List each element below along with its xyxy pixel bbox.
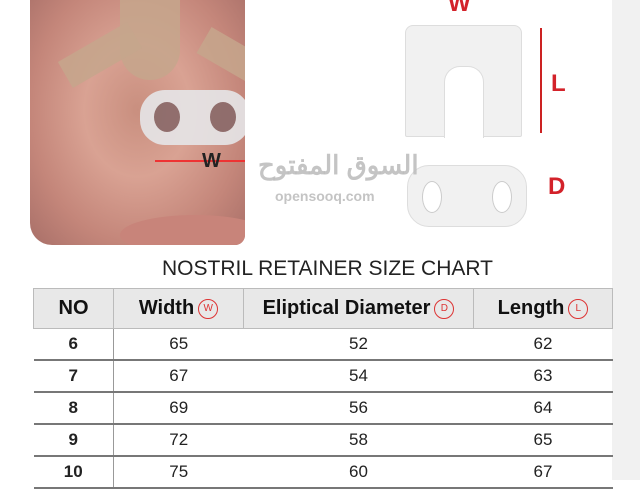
diameter-value: 52	[243, 328, 474, 361]
w-badge-icon: W	[198, 298, 219, 319]
product-photo: W	[30, 0, 245, 245]
length-value: 63	[473, 360, 613, 393]
table-row: 6 65 52 62	[33, 328, 613, 361]
width-value: 75	[113, 456, 244, 489]
retainer-side-diagram	[407, 165, 527, 227]
header-label: Eliptical Diameter	[262, 297, 431, 319]
length-value: 62	[473, 328, 613, 361]
length-line	[540, 28, 542, 133]
nose-tape	[57, 22, 143, 88]
header-width: Width W	[113, 288, 244, 329]
diagram-diameter-label: D	[548, 173, 566, 200]
header-length: Length L	[473, 288, 613, 329]
size-number: 8	[33, 392, 114, 425]
header-no: NO	[33, 288, 114, 329]
size-number: 6	[33, 328, 114, 361]
size-number: 10	[33, 456, 114, 489]
table-row: 7 67 54 63	[33, 360, 613, 393]
size-number: 7	[33, 360, 114, 393]
nose-tape	[196, 27, 245, 83]
width-value: 72	[113, 424, 244, 457]
table-row: 10 75 60 67	[33, 456, 613, 489]
retainer-front-diagram	[405, 25, 522, 138]
header-row: NO Width W Eliptical Diameter D Length L	[33, 288, 613, 329]
diameter-value: 58	[243, 424, 474, 457]
diameter-value: 54	[243, 360, 474, 393]
size-number: 9	[33, 424, 114, 457]
d-badge-icon: D	[434, 298, 455, 319]
nostril-retainer	[140, 90, 245, 145]
width-value: 67	[113, 360, 244, 393]
watermark-latin: opensooq.com	[275, 188, 375, 204]
width-value: 65	[113, 328, 244, 361]
page-background-strip	[612, 0, 640, 480]
header-label: Width	[138, 297, 195, 319]
width-line	[155, 160, 245, 162]
header-label: Length	[497, 297, 565, 319]
diameter-value: 60	[243, 456, 474, 489]
diameter-value: 56	[243, 392, 474, 425]
length-value: 67	[473, 456, 613, 489]
width-value: 69	[113, 392, 244, 425]
diagram-length-label: L	[551, 70, 566, 97]
header-label: NO	[58, 297, 89, 319]
length-value: 65	[473, 424, 613, 457]
chart-title: NOSTRIL RETAINER SIZE CHART	[162, 257, 493, 280]
l-badge-icon: L	[568, 298, 589, 319]
diagram-width-label: W	[448, 0, 471, 17]
table-row: 8 69 56 64	[33, 392, 613, 425]
watermark-arabic: السوق المفتوح	[258, 150, 419, 180]
length-value: 64	[473, 392, 613, 425]
photo-width-label: W	[202, 150, 221, 172]
lip	[120, 215, 245, 245]
header-diameter: Eliptical Diameter D	[243, 288, 474, 329]
table-row: 9 72 58 65	[33, 424, 613, 457]
